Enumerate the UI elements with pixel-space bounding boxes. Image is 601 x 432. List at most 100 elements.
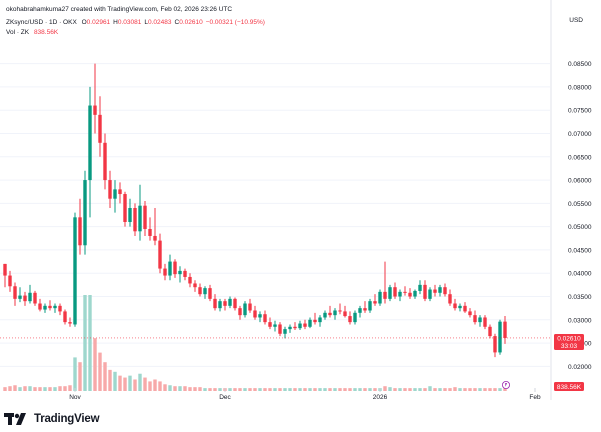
candle-body bbox=[468, 311, 472, 316]
candle-body bbox=[443, 287, 447, 295]
candle-body bbox=[38, 303, 42, 310]
candle-body bbox=[103, 142, 107, 181]
volume-bar bbox=[383, 386, 387, 391]
volume-bar bbox=[438, 388, 442, 391]
volume-bar bbox=[228, 388, 232, 391]
volume-bar bbox=[158, 381, 162, 391]
candle-body bbox=[148, 228, 152, 236]
volume-bar bbox=[173, 386, 177, 391]
candle-body bbox=[53, 305, 57, 309]
volume-bar bbox=[243, 388, 247, 391]
volume-bar bbox=[83, 295, 87, 391]
volume-bar bbox=[38, 387, 42, 391]
volume-bar bbox=[263, 388, 267, 391]
volume-bar bbox=[338, 388, 342, 391]
candle-body bbox=[158, 240, 162, 269]
candle-body bbox=[123, 194, 127, 222]
volume-bar bbox=[193, 387, 197, 391]
y-tick-label: 0.06500 bbox=[568, 154, 592, 161]
candle-body bbox=[358, 308, 362, 313]
volume-bar bbox=[78, 362, 82, 391]
volume-bar bbox=[458, 388, 462, 391]
ohlc-key: C bbox=[174, 19, 180, 26]
candle-body bbox=[278, 324, 282, 334]
x-tick-label: Dec bbox=[219, 394, 231, 400]
volume-bar bbox=[258, 388, 262, 391]
time-axis: Nov Dec 2026 Feb bbox=[69, 388, 541, 400]
chart-grid bbox=[0, 63, 550, 367]
volume-bar bbox=[213, 388, 217, 391]
volume-bar bbox=[48, 387, 52, 391]
volume-bar bbox=[3, 387, 7, 391]
candle-body bbox=[393, 287, 397, 297]
candlesticks bbox=[3, 63, 507, 358]
volume-bar bbox=[148, 381, 152, 391]
volume-tag-value: 838.56K bbox=[557, 384, 582, 391]
candle-body bbox=[363, 308, 367, 311]
candle-body bbox=[188, 276, 192, 284]
volume-bars bbox=[3, 295, 507, 391]
volume-value: 838.56K bbox=[33, 29, 59, 36]
candle-body bbox=[458, 305, 462, 309]
candle-body bbox=[373, 301, 377, 304]
candle-body bbox=[118, 189, 122, 195]
y-tick-label: 0.03000 bbox=[568, 317, 592, 324]
candle-body bbox=[98, 114, 102, 143]
volume-bar bbox=[8, 386, 12, 391]
candle-body bbox=[173, 261, 177, 275]
volume-bar bbox=[118, 375, 122, 391]
volume-bar bbox=[418, 388, 422, 391]
candle-body bbox=[8, 275, 12, 287]
price-chart[interactable]: 0.08500 0.08000 0.07500 0.07000 0.06500 0.060… bbox=[0, 0, 601, 400]
x-tick-label: 2026 bbox=[373, 394, 388, 400]
candle-body bbox=[343, 311, 347, 317]
candle-body bbox=[448, 294, 452, 304]
candle-body bbox=[338, 310, 342, 312]
volume-bar bbox=[353, 388, 357, 391]
volume-tag bbox=[554, 382, 584, 391]
volume-bar bbox=[143, 377, 147, 391]
y-tick-label: 0.08500 bbox=[568, 61, 592, 68]
x-tick-label: Feb bbox=[529, 394, 541, 400]
candle-body bbox=[213, 298, 217, 309]
volume-bar bbox=[203, 388, 207, 391]
ohlc-legend[interactable]: ZKsync/USD · 1D · OKX O0.02961 H0.03081 L0… bbox=[6, 19, 265, 26]
candle-body bbox=[73, 217, 77, 325]
volume-bar bbox=[433, 388, 437, 391]
ohlc-value: 0.02610 bbox=[179, 19, 203, 26]
currency-label[interactable]: USD bbox=[569, 17, 583, 24]
ohlc-value: 0.02961 bbox=[86, 19, 111, 26]
candle-body bbox=[293, 326, 297, 329]
volume-bar bbox=[43, 387, 47, 391]
symbol-label[interactable]: ZKsync/USD · 1D · OKX bbox=[6, 19, 77, 26]
volume-bar bbox=[288, 388, 292, 391]
candle-body bbox=[43, 305, 47, 310]
volume-bar bbox=[363, 388, 367, 391]
volume-bar bbox=[163, 384, 167, 391]
volume-bar bbox=[488, 388, 492, 391]
last-price-value: 0.02610 bbox=[557, 335, 581, 342]
candle-body bbox=[428, 289, 432, 299]
tradingview-logo[interactable]: TradingView bbox=[4, 412, 100, 426]
candle-body bbox=[13, 286, 17, 299]
volume-label: Vol · ZK bbox=[6, 29, 30, 36]
volume-bar bbox=[63, 386, 67, 391]
candle-body bbox=[478, 317, 482, 323]
volume-bar bbox=[443, 388, 447, 391]
volume-legend[interactable]: Vol · ZK 838.56K bbox=[6, 29, 58, 36]
candle-body bbox=[83, 180, 87, 246]
chart-header: okohabrahamkuma27 created with TradingVi… bbox=[4, 2, 551, 42]
candle-body bbox=[383, 291, 387, 299]
volume-bar bbox=[188, 387, 192, 391]
volume-bar bbox=[138, 373, 142, 391]
candle-body bbox=[423, 284, 427, 299]
volume-bar bbox=[413, 388, 417, 391]
volume-bar bbox=[273, 388, 277, 391]
candle-body bbox=[58, 305, 62, 312]
candle-body bbox=[68, 322, 72, 324]
candle-body bbox=[248, 303, 252, 311]
candle-body bbox=[88, 105, 92, 181]
candle-body bbox=[18, 295, 22, 299]
y-tick-label: 0.05000 bbox=[568, 224, 592, 231]
y-tick-label: 0.04500 bbox=[568, 247, 592, 254]
